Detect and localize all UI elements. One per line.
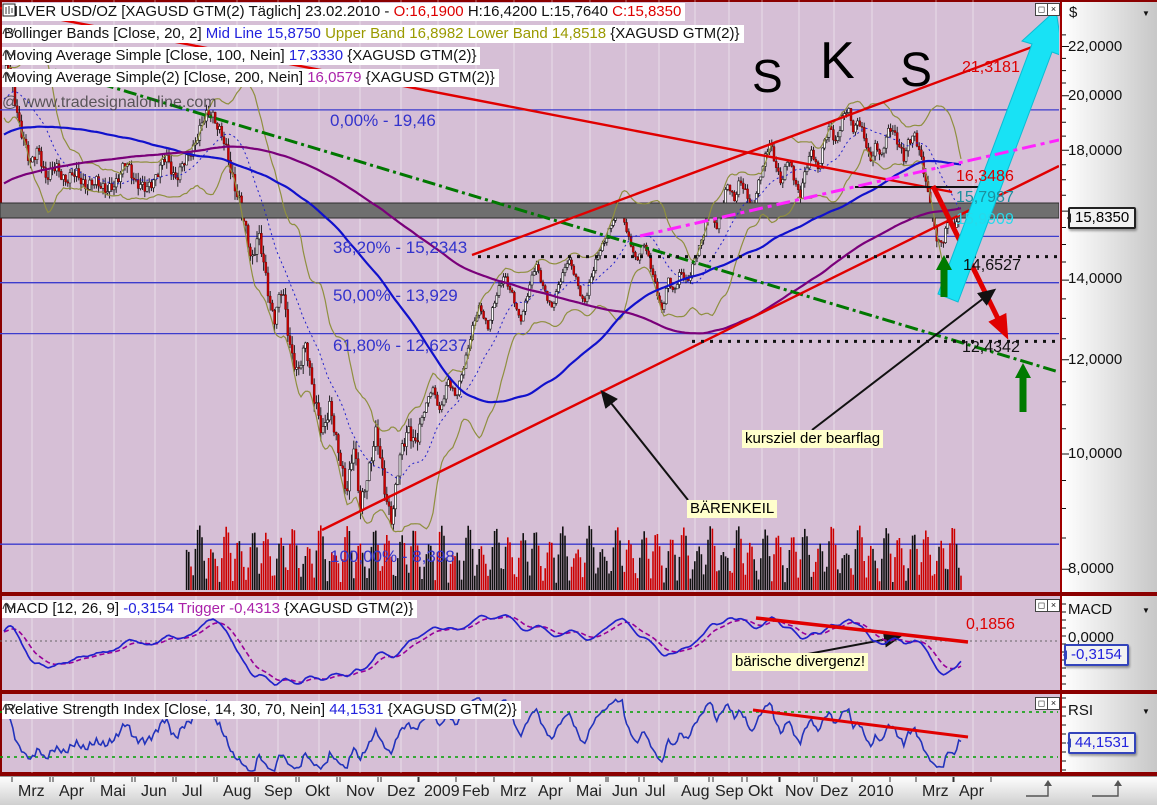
- month-label: Okt: [748, 783, 773, 800]
- wave-icon: [2, 71, 16, 79]
- price-tick-label: 20,0000: [1068, 87, 1123, 104]
- fib-level-label: 100,00% - 8,398: [330, 547, 455, 566]
- month-label: Jun: [141, 783, 167, 800]
- chevron-down-icon[interactable]: ▼: [1142, 606, 1150, 615]
- instrument-title: SILVER USD/OZ [XAGUSD GTM(2) Täglich] 23…: [4, 3, 682, 20]
- month-label: Apr: [59, 783, 84, 800]
- price-tick-label: 18,0000: [1068, 142, 1123, 159]
- rsi-value-tag: 44,1531: [1066, 732, 1137, 754]
- legend-macd-row[interactable]: MACD [12, 26, 9] -0,3154 Trigger -0,4313…: [2, 600, 418, 618]
- close-icon[interactable]: ×: [1047, 697, 1060, 710]
- fib-level-label: 0,00% - 19,46: [330, 111, 436, 130]
- wave-icon: [2, 49, 16, 57]
- price-tick-label: 22,0000: [1068, 38, 1123, 55]
- month-label: Nov: [346, 783, 375, 800]
- month-label: Apr: [959, 783, 984, 800]
- scroll-reset-icon[interactable]: [1022, 778, 1062, 800]
- price-level-label: 14,6527: [963, 257, 1021, 274]
- macd-legend: MACD [12, 26, 9] -0,3154 Trigger -0,4313…: [4, 600, 414, 617]
- month-label: Dez: [820, 783, 849, 800]
- close-icon[interactable]: ×: [1047, 599, 1060, 612]
- sks-letter: K: [820, 32, 855, 90]
- macd-zero-tick: 0,0000: [1068, 629, 1114, 646]
- price-tick-label: 14,0000: [1068, 270, 1123, 287]
- month-label: Mai: [576, 783, 602, 800]
- macd-trendline-value: 0,1856: [966, 616, 1015, 633]
- month-label: Aug: [223, 783, 252, 800]
- bollinger-legend: Bollinger Bands [Close, 20, 2] Mid Line …: [4, 25, 740, 42]
- price-level-label: 15,7987: [956, 189, 1014, 206]
- price-tick-label: 12,0000: [1068, 351, 1123, 368]
- month-label: Mrz: [500, 783, 527, 800]
- price-tick-label: 10,0000: [1068, 445, 1123, 462]
- month-label: Apr: [538, 783, 563, 800]
- month-label: Aug: [681, 783, 710, 800]
- fib-level-label: 61,80% - 12,6237: [333, 336, 468, 355]
- rsi-legend: Relative Strength Index [Close, 14, 30, …: [4, 701, 517, 718]
- month-label: Nov: [785, 783, 814, 800]
- chevron-down-icon[interactable]: ▼: [1142, 707, 1150, 716]
- panel-separator[interactable]: [0, 772, 1157, 776]
- panel-separator[interactable]: [0, 690, 1157, 694]
- month-label: Mai: [100, 783, 126, 800]
- month-label: Jun: [612, 783, 638, 800]
- legend-rsi-row[interactable]: Relative Strength Index [Close, 14, 30, …: [2, 701, 521, 719]
- wave-icon: [2, 703, 16, 711]
- legend-ma200-row[interactable]: Moving Average Simple(2) [Close, 200, Ne…: [2, 69, 499, 87]
- price-axis-title: $: [1069, 4, 1078, 21]
- price-level-label: 16,3486: [956, 168, 1014, 185]
- month-label: 2010: [858, 783, 894, 800]
- month-label: Dez: [387, 783, 416, 800]
- price-level-label: 21,3181: [962, 59, 1020, 76]
- window-border: [0, 0, 1157, 2]
- month-label: Jul: [182, 783, 203, 800]
- baerenkeil-annotation: BÄRENKEIL: [687, 500, 778, 518]
- watermark: @ www.tradesignalonline.com: [2, 94, 217, 111]
- month-label: 2009: [424, 783, 460, 800]
- legend-ma100-row[interactable]: Moving Average Simple [Close, 100, Nein]…: [2, 47, 481, 65]
- date-axis[interactable]: [0, 776, 1157, 805]
- legend-bollinger-row[interactable]: Bollinger Bands [Close, 20, 2] Mid Line …: [2, 25, 744, 43]
- wave-icon: [2, 27, 16, 35]
- chart-window-icon: [2, 3, 16, 17]
- sks-letter: S: [900, 44, 933, 97]
- sks-letter: S: [752, 50, 783, 102]
- month-label: Feb: [462, 783, 490, 800]
- fib-level-label: 50,00% - 13,929: [333, 286, 458, 305]
- fib-level-label: 38,20% - 15,2343: [333, 238, 468, 257]
- wave-icon: [2, 602, 16, 610]
- month-label: Okt: [305, 783, 330, 800]
- divergence-annotation: bärische divergenz!: [732, 653, 869, 671]
- month-label: Mrz: [922, 783, 949, 800]
- ma200-legend: Moving Average Simple(2) [Close, 200, Ne…: [4, 69, 495, 86]
- panel-separator[interactable]: [0, 592, 1157, 596]
- macd-value-tag: -0,3154: [1063, 644, 1129, 666]
- ma100-legend: Moving Average Simple [Close, 100, Nein]…: [4, 47, 477, 64]
- month-label: Jul: [645, 783, 666, 800]
- month-label: Mrz: [18, 783, 45, 800]
- rsi-axis-title: RSI: [1068, 702, 1094, 719]
- macd-axis-title: MACD: [1068, 601, 1113, 618]
- month-label: Sep: [264, 783, 293, 800]
- close-icon[interactable]: ×: [1047, 3, 1060, 16]
- current-price-tag: 15,8350: [1066, 207, 1137, 229]
- month-label: Sep: [715, 783, 744, 800]
- window-border: [0, 0, 2, 776]
- bearflag-annotation: kursziel der bearflag: [742, 430, 884, 448]
- price-level-label: 12,4342: [962, 339, 1020, 356]
- price-tick-label: 8,0000: [1068, 560, 1114, 577]
- price-level-label: 15,9909: [956, 211, 1014, 228]
- chevron-down-icon[interactable]: ▼: [1142, 9, 1150, 18]
- scroll-reset-icon[interactable]: [1088, 778, 1134, 800]
- legend-title-row[interactable]: SILVER USD/OZ [XAGUSD GTM(2) Täglich] 23…: [2, 3, 686, 21]
